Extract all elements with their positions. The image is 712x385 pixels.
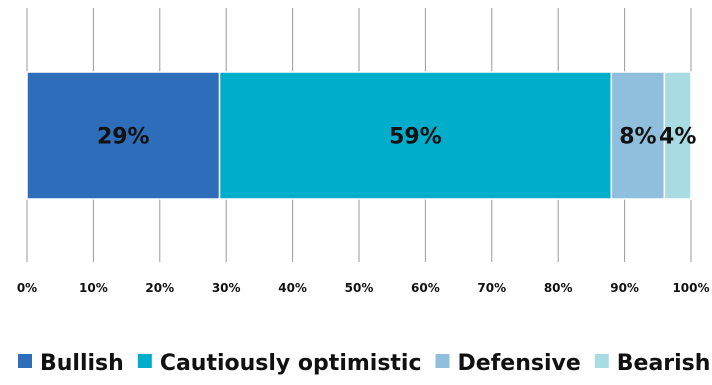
legend-label-bullish: Bullish [40,351,124,376]
data-label-bearish: 4% [659,125,696,150]
legend-label-cautiously-optimistic: Cautiously optimistic [160,351,422,376]
x-tick-label: 70% [477,281,506,295]
legend-swatch-cautiously-optimistic [137,354,152,368]
bar-segment-cautiously-optimistic [218,71,613,200]
x-tick-label: 60% [411,281,440,295]
x-tick-label: 30% [212,281,241,295]
data-label-cautiously-optimistic: 59% [389,125,442,150]
legend-swatch-bullish [18,354,32,368]
x-tick-label: 20% [145,281,174,295]
x-tick-label: 40% [278,281,307,295]
x-axis-tick-labels: 0% 10% 20% 30% 40% 50% 60% 70% 80% 90% 100% [17,281,710,295]
legend-label-bearish: Bearish [617,351,711,376]
x-tick-label: 10% [79,281,108,295]
bar-segments [26,71,692,200]
data-label-bullish: 29% [97,125,150,150]
bar-segment-bullish [26,71,221,200]
data-label-defensive: 8% [619,125,656,150]
x-tick-label: 90% [610,281,639,295]
segment-labels: 29% 59% 8% 4% [97,125,696,150]
legend: Bullish Cautiously optimistic Defensive Bea… [18,351,710,376]
x-tick-label: 100% [672,281,709,295]
legend-swatch-bearish [594,354,609,368]
x-tick-label: 0% [17,281,37,295]
x-tick-label: 50% [345,281,374,295]
x-tick-label: 80% [544,281,573,295]
bar-segment-bearish [663,71,692,200]
legend-label-defensive: Defensive [458,351,581,376]
legend-swatch-defensive [435,354,450,368]
